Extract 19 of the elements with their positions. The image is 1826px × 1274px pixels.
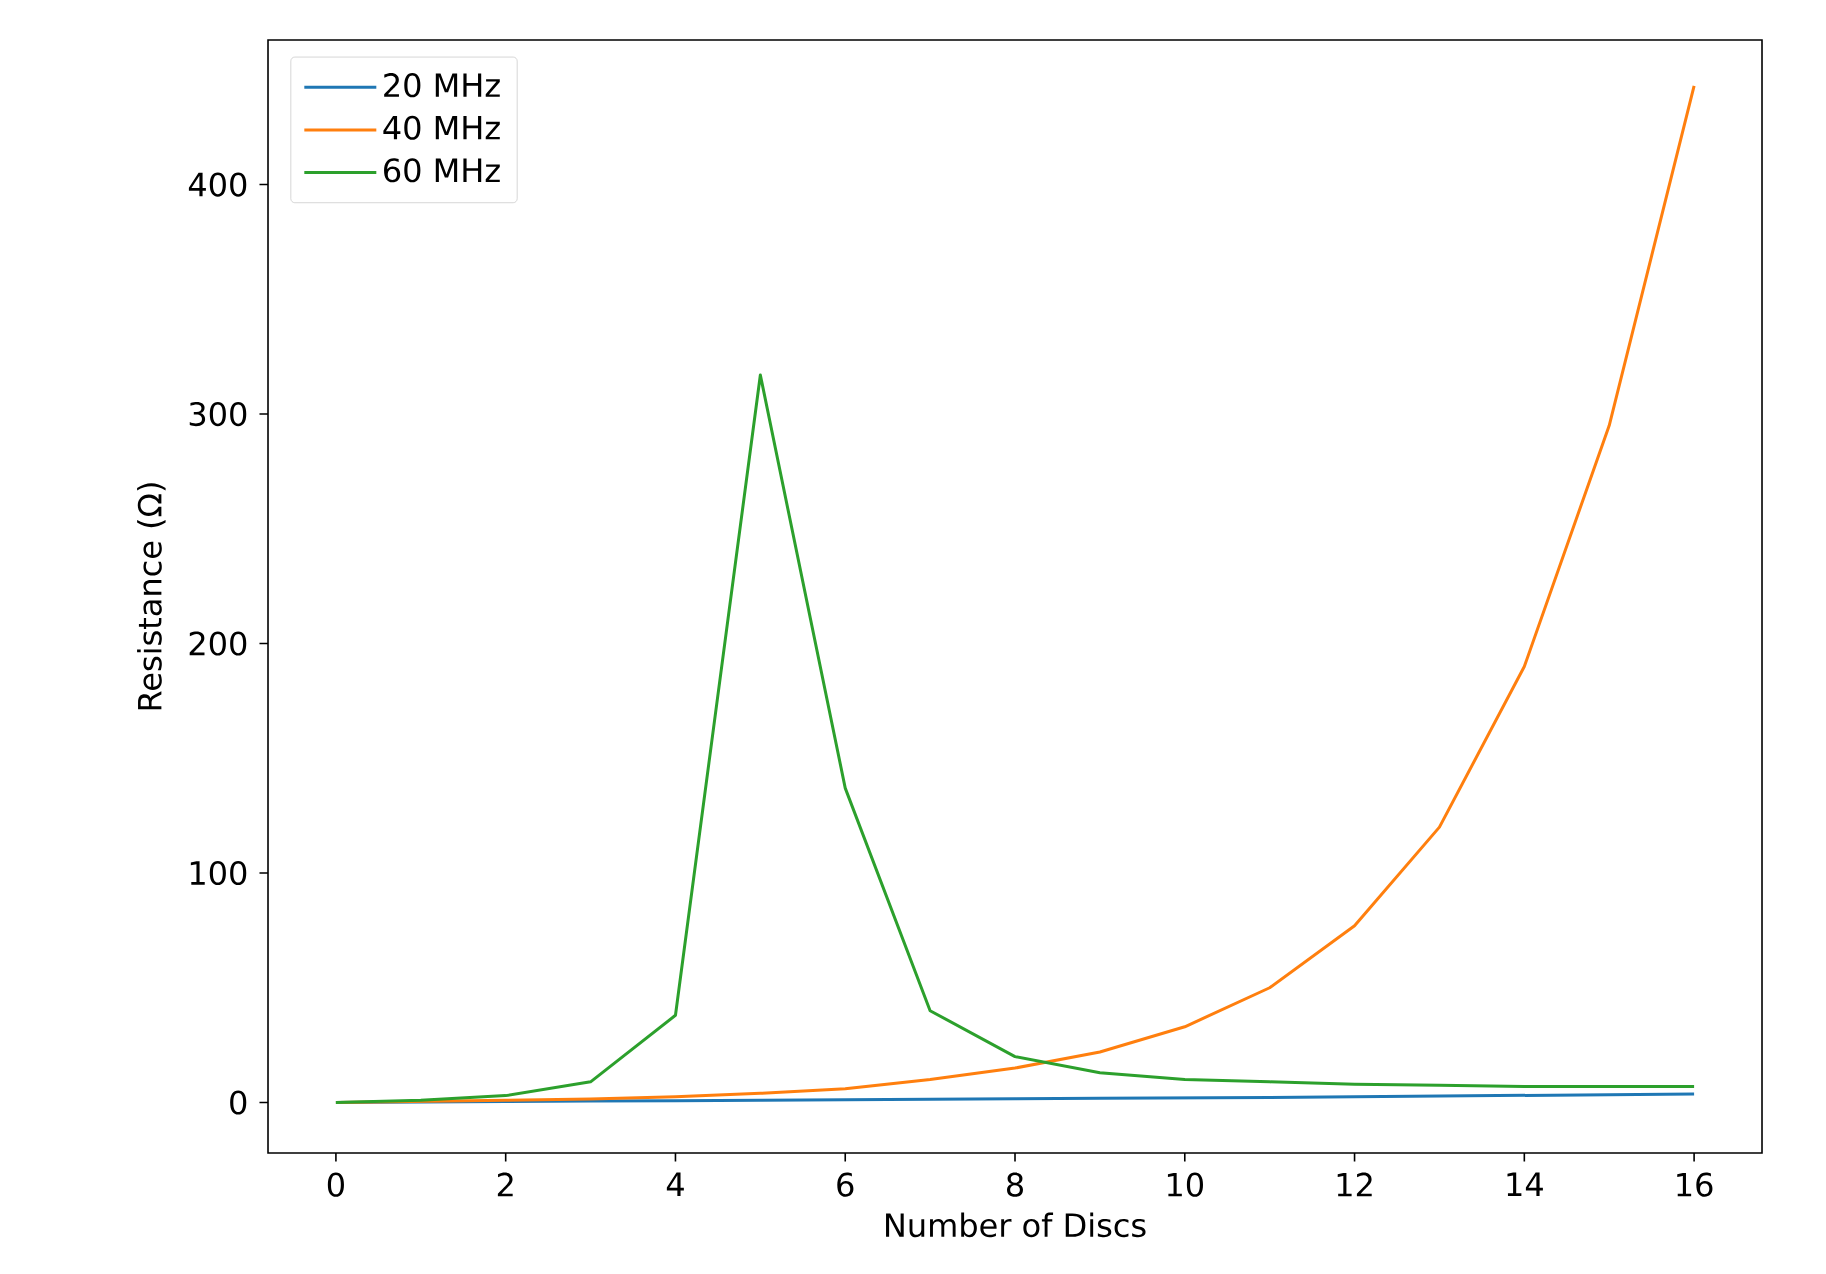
x-tick-label: 10	[1167, 1172, 1203, 1197]
legend-label: 20 MHz	[384, 73, 500, 98]
x-tick-label: 6	[837, 1172, 854, 1197]
y-tick-label: 200	[189, 631, 247, 656]
x-axis-title: Number of Discs	[886, 1212, 1146, 1238]
legend-label: 40 MHz	[383, 115, 500, 140]
x-tick-label: 8	[1006, 1172, 1023, 1197]
x-tick-label: 12	[1337, 1172, 1372, 1197]
legend-label: 60 MHz	[384, 158, 500, 183]
x-tick-label: 2	[497, 1172, 513, 1197]
x-tick-label: 14	[1507, 1172, 1543, 1196]
y-tick-label: 0	[230, 1090, 247, 1115]
x-tick-label: 16	[1677, 1172, 1713, 1197]
y-tick-label: 400	[188, 172, 247, 197]
x-tick-label: 0	[327, 1172, 344, 1197]
x-tick-label: 4	[666, 1172, 684, 1196]
y-tick-label: 100	[190, 860, 247, 886]
y-axis-title: Resistance (Ω)	[137, 483, 166, 710]
y-tick-label: 300	[189, 401, 247, 427]
